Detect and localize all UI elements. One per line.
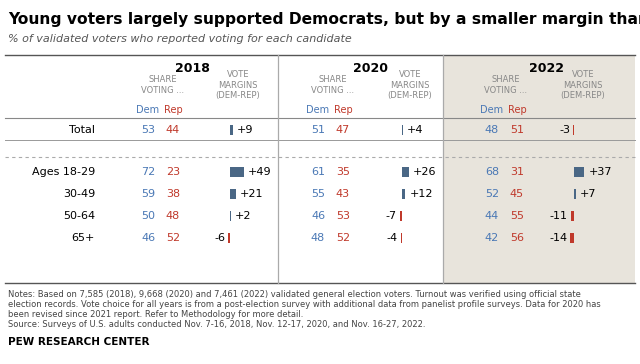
Text: Rep: Rep (164, 105, 182, 115)
Text: 51: 51 (311, 125, 325, 135)
Bar (402, 125, 403, 135)
Text: 2022: 2022 (529, 62, 564, 75)
Text: 35: 35 (336, 167, 350, 177)
Text: +21: +21 (240, 189, 264, 199)
Text: PEW RESEARCH CENTER: PEW RESEARCH CENTER (8, 337, 150, 347)
Text: 45: 45 (510, 189, 524, 199)
Text: VOTE
MARGINS
(DEM-REP): VOTE MARGINS (DEM-REP) (216, 70, 260, 100)
Text: SHARE
VOTING ...: SHARE VOTING ... (141, 75, 184, 95)
Text: 44: 44 (166, 125, 180, 135)
Bar (230, 125, 232, 135)
Bar (402, 167, 410, 177)
Text: VOTE
MARGINS
(DEM-REP): VOTE MARGINS (DEM-REP) (388, 70, 433, 100)
Text: +2: +2 (235, 211, 251, 221)
Text: 52: 52 (336, 233, 350, 243)
Text: -6: -6 (214, 233, 225, 243)
Bar (574, 189, 576, 199)
Text: -7: -7 (386, 211, 397, 221)
Text: election records. Vote choice for all years is from a post-election survey with : election records. Vote choice for all ye… (8, 300, 601, 309)
Text: 59: 59 (141, 189, 155, 199)
Text: 23: 23 (166, 167, 180, 177)
Text: +9: +9 (237, 125, 253, 135)
Text: 2018: 2018 (175, 62, 209, 75)
Bar (570, 233, 574, 243)
Text: VOTE
MARGINS
(DEM-REP): VOTE MARGINS (DEM-REP) (561, 70, 605, 100)
Text: 30-49: 30-49 (63, 189, 95, 199)
Text: 48: 48 (166, 211, 180, 221)
Text: 48: 48 (485, 125, 499, 135)
Text: Source: Surveys of U.S. adults conducted Nov. 7-16, 2018, Nov. 12-17, 2020, and : Source: Surveys of U.S. adults conducted… (8, 320, 426, 329)
Text: Dem: Dem (307, 105, 330, 115)
Text: 55: 55 (510, 211, 524, 221)
Bar (230, 189, 236, 199)
Text: Rep: Rep (508, 105, 526, 115)
Text: Young voters largely supported Democrats, but by a smaller margin than in 2018: Young voters largely supported Democrats… (8, 12, 640, 27)
Bar (571, 211, 574, 221)
Text: Total: Total (69, 125, 95, 135)
Text: 51: 51 (510, 125, 524, 135)
Text: -14: -14 (549, 233, 567, 243)
Text: 65+: 65+ (72, 233, 95, 243)
Text: 61: 61 (311, 167, 325, 177)
Text: +49: +49 (248, 167, 271, 177)
Text: 52: 52 (166, 233, 180, 243)
Bar (574, 167, 584, 177)
Text: 53: 53 (141, 125, 155, 135)
Text: 42: 42 (485, 233, 499, 243)
Bar (230, 167, 244, 177)
Text: +7: +7 (580, 189, 596, 199)
Text: % of validated voters who reported voting for each candidate: % of validated voters who reported votin… (8, 34, 352, 44)
Text: -3: -3 (559, 125, 570, 135)
Text: Notes: Based on 7,585 (2018), 9,668 (2020) and 7,461 (2022) validated general el: Notes: Based on 7,585 (2018), 9,668 (202… (8, 290, 581, 299)
Text: Ages 18-29: Ages 18-29 (32, 167, 95, 177)
Text: 48: 48 (311, 233, 325, 243)
Text: Dem: Dem (136, 105, 159, 115)
Text: -4: -4 (387, 233, 398, 243)
Bar (573, 125, 574, 135)
Text: 46: 46 (141, 233, 155, 243)
Text: 43: 43 (336, 189, 350, 199)
Text: 46: 46 (311, 211, 325, 221)
Text: 38: 38 (166, 189, 180, 199)
Text: 55: 55 (311, 189, 325, 199)
Text: 68: 68 (485, 167, 499, 177)
Bar (228, 233, 230, 243)
Bar (402, 189, 405, 199)
Text: +37: +37 (588, 167, 612, 177)
Text: Dem: Dem (481, 105, 504, 115)
Bar (401, 233, 402, 243)
Text: 50-64: 50-64 (63, 211, 95, 221)
Text: SHARE
VOTING ...: SHARE VOTING ... (312, 75, 355, 95)
Text: Rep: Rep (333, 105, 353, 115)
Text: 47: 47 (336, 125, 350, 135)
Text: 72: 72 (141, 167, 155, 177)
Bar (443, 55, 635, 283)
Text: SHARE
VOTING ...: SHARE VOTING ... (484, 75, 527, 95)
Text: 56: 56 (510, 233, 524, 243)
Text: 44: 44 (485, 211, 499, 221)
Text: +4: +4 (407, 125, 424, 135)
Bar (400, 211, 402, 221)
Text: -11: -11 (550, 211, 568, 221)
Text: 2020: 2020 (353, 62, 388, 75)
Text: 31: 31 (510, 167, 524, 177)
Text: 52: 52 (485, 189, 499, 199)
Text: 50: 50 (141, 211, 155, 221)
Text: been revised since 2021 report. Refer to Methodology for more detail.: been revised since 2021 report. Refer to… (8, 310, 303, 319)
Text: 53: 53 (336, 211, 350, 221)
Text: +26: +26 (413, 167, 436, 177)
Text: +12: +12 (410, 189, 433, 199)
